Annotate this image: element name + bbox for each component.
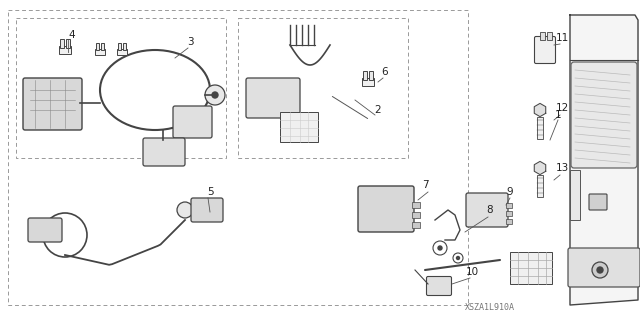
Polygon shape [570, 15, 638, 305]
Bar [506, 219, 512, 224]
Bar [8, 10, 468, 305]
Text: 13: 13 [556, 163, 568, 173]
Circle shape [438, 246, 442, 250]
Bar [364, 71, 367, 80]
Bar [506, 211, 512, 216]
Bar [537, 117, 543, 138]
FancyBboxPatch shape [173, 106, 212, 138]
Text: 6: 6 [381, 67, 388, 77]
FancyBboxPatch shape [246, 78, 300, 118]
Bar [280, 112, 318, 142]
Bar [118, 43, 121, 50]
Circle shape [212, 92, 218, 98]
Circle shape [597, 267, 603, 273]
FancyBboxPatch shape [571, 62, 637, 168]
FancyBboxPatch shape [568, 248, 640, 287]
Bar [537, 174, 543, 197]
Bar [96, 43, 99, 50]
FancyBboxPatch shape [358, 186, 414, 232]
Text: 4: 4 [68, 30, 76, 40]
Text: 9: 9 [507, 187, 513, 197]
Circle shape [177, 202, 193, 218]
FancyBboxPatch shape [534, 36, 556, 63]
Circle shape [456, 256, 460, 259]
Text: 1: 1 [555, 110, 561, 120]
Bar [59, 46, 71, 54]
FancyBboxPatch shape [28, 218, 62, 242]
Bar [412, 222, 420, 228]
Bar [510, 252, 552, 284]
Text: 11: 11 [556, 33, 568, 43]
Bar [540, 32, 545, 40]
Bar [238, 18, 408, 158]
Bar [369, 71, 372, 80]
Text: 2: 2 [374, 105, 381, 115]
FancyBboxPatch shape [191, 198, 223, 222]
FancyBboxPatch shape [426, 277, 451, 295]
Bar [362, 78, 374, 86]
Bar [67, 39, 70, 48]
Bar [60, 39, 63, 48]
Bar [95, 48, 105, 56]
Bar [412, 202, 420, 208]
Bar [570, 170, 580, 220]
Polygon shape [534, 161, 546, 174]
Bar [506, 203, 512, 208]
Text: 7: 7 [422, 180, 428, 190]
Text: XSZA1L910A: XSZA1L910A [465, 303, 515, 313]
Bar [123, 43, 126, 50]
Circle shape [205, 85, 225, 105]
FancyBboxPatch shape [589, 194, 607, 210]
Bar [412, 212, 420, 218]
Circle shape [592, 262, 608, 278]
FancyBboxPatch shape [143, 138, 185, 166]
Text: 5: 5 [207, 187, 213, 197]
Bar [116, 48, 127, 56]
FancyBboxPatch shape [23, 78, 82, 130]
Text: 12: 12 [556, 103, 568, 113]
FancyBboxPatch shape [466, 193, 508, 227]
Bar [547, 32, 552, 40]
Text: 3: 3 [187, 37, 193, 47]
Text: 8: 8 [486, 205, 493, 215]
Bar [16, 18, 226, 158]
Polygon shape [534, 103, 546, 117]
Text: 10: 10 [465, 267, 479, 277]
Bar [101, 43, 104, 50]
